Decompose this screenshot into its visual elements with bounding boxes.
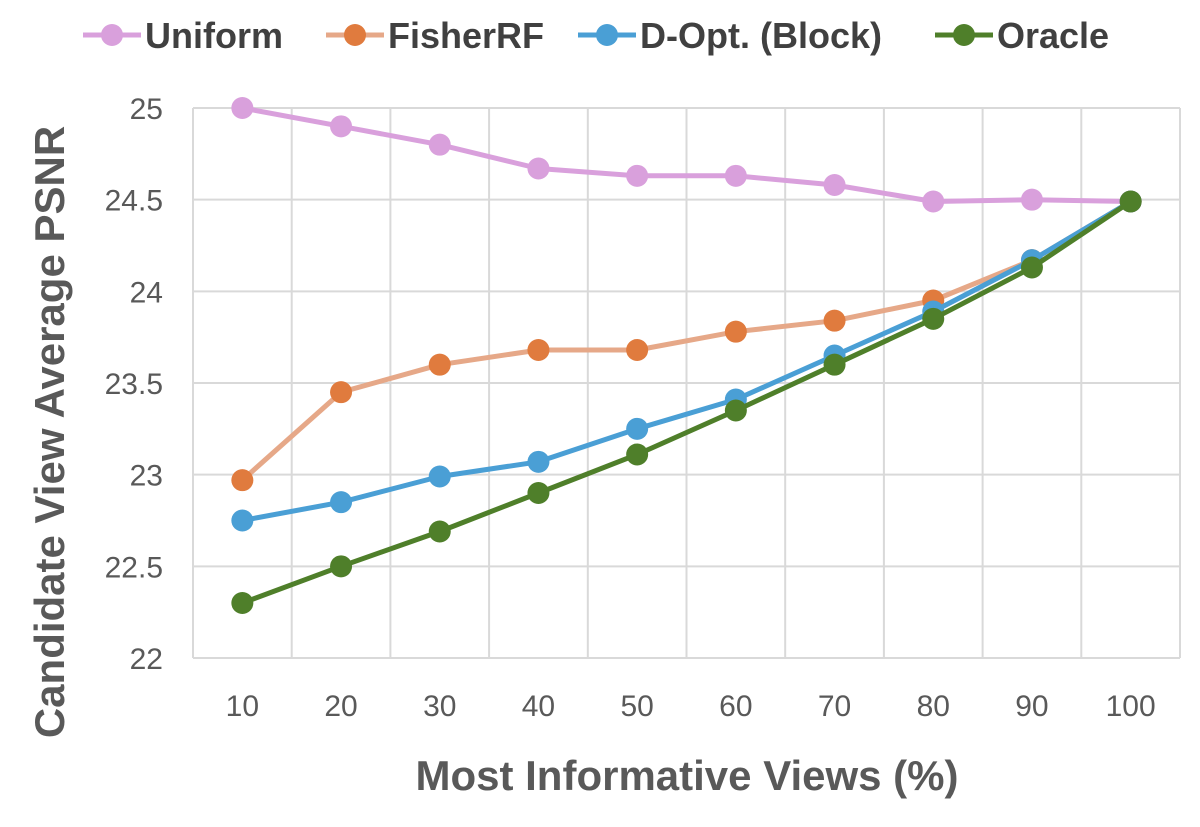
data-point — [231, 97, 254, 119]
y-tick-label: 22 — [130, 643, 163, 676]
data-point — [231, 592, 254, 614]
x-tick-label: 50 — [620, 690, 653, 723]
series-line — [239, 199, 1134, 483]
data-point — [428, 465, 451, 488]
data-point — [1020, 256, 1043, 279]
x-tick-label: 90 — [1015, 690, 1048, 723]
legend-swatch-marker — [953, 24, 975, 46]
data-point — [626, 417, 649, 440]
x-tick-label: 40 — [522, 690, 555, 723]
data-point — [527, 339, 550, 361]
legend-swatch-marker — [101, 24, 123, 46]
data-point — [1020, 188, 1043, 211]
x-tick-label: 80 — [917, 690, 950, 723]
x-tick-label: 100 — [1106, 690, 1156, 723]
x-axis-ticks: 10 20 30 40 50 60 70 80 90 100 — [226, 690, 1156, 723]
legend-label: Oracle — [997, 15, 1109, 56]
data-point — [330, 491, 353, 514]
data-point — [330, 381, 353, 404]
data-point — [922, 190, 945, 213]
x-tick-label: 20 — [324, 690, 357, 723]
series-line — [239, 199, 1134, 606]
data-point — [527, 482, 550, 504]
data-point — [428, 520, 451, 543]
y-tick-label: 22.5 — [105, 551, 163, 584]
data-point — [626, 339, 649, 361]
data-point — [428, 133, 451, 156]
legend-item: Uniform — [83, 15, 283, 56]
legend-label: D-Opt. (Block) — [640, 15, 882, 56]
data-point — [231, 509, 254, 532]
data-point — [626, 443, 649, 466]
x-tick-label: 60 — [719, 690, 752, 723]
y-axis-title: Candidate View Average PSNR — [26, 126, 73, 738]
x-axis-title: Most Informative Views (%) — [415, 752, 958, 799]
series-group — [231, 97, 1142, 614]
data-point — [428, 353, 451, 376]
legend-label: FisherRF — [388, 15, 544, 56]
y-tick-label: 23.5 — [105, 368, 163, 401]
x-tick-label: 70 — [818, 690, 851, 723]
data-point — [724, 399, 747, 422]
series-uniform — [231, 97, 1142, 213]
data-point — [823, 174, 846, 196]
legend-item: Oracle — [935, 15, 1109, 56]
data-point — [626, 164, 649, 187]
legend-swatch-marker — [596, 24, 618, 46]
y-axis-ticks: 22 22.5 23 23.5 24 24.5 25 — [105, 93, 163, 676]
data-point — [1119, 190, 1142, 213]
x-tick-label: 30 — [423, 690, 456, 723]
data-point — [823, 353, 846, 376]
y-tick-label: 25 — [130, 93, 163, 126]
legend: Uniform FisherRF D-Opt. (Block) Oracle — [83, 15, 1109, 56]
grid-lines — [192, 107, 1181, 659]
x-tick-label: 10 — [226, 690, 259, 723]
legend-item: FisherRF — [326, 15, 544, 56]
data-point — [724, 320, 747, 343]
data-point — [527, 450, 550, 473]
legend-label: Uniform — [145, 15, 283, 56]
y-tick-label: 24.5 — [105, 185, 163, 218]
data-point — [922, 307, 945, 330]
data-point — [330, 115, 353, 138]
data-point — [330, 555, 353, 578]
data-point — [231, 469, 254, 492]
legend-swatch-marker — [344, 24, 366, 46]
data-point — [823, 309, 846, 332]
series-line — [239, 105, 1134, 204]
data-point — [724, 164, 747, 187]
y-tick-label: 24 — [130, 276, 163, 309]
legend-item: D-Opt. (Block) — [578, 15, 882, 56]
y-tick-label: 23 — [130, 460, 163, 493]
series-line — [239, 199, 1134, 523]
series-oracle — [231, 190, 1142, 614]
data-point — [527, 157, 550, 180]
